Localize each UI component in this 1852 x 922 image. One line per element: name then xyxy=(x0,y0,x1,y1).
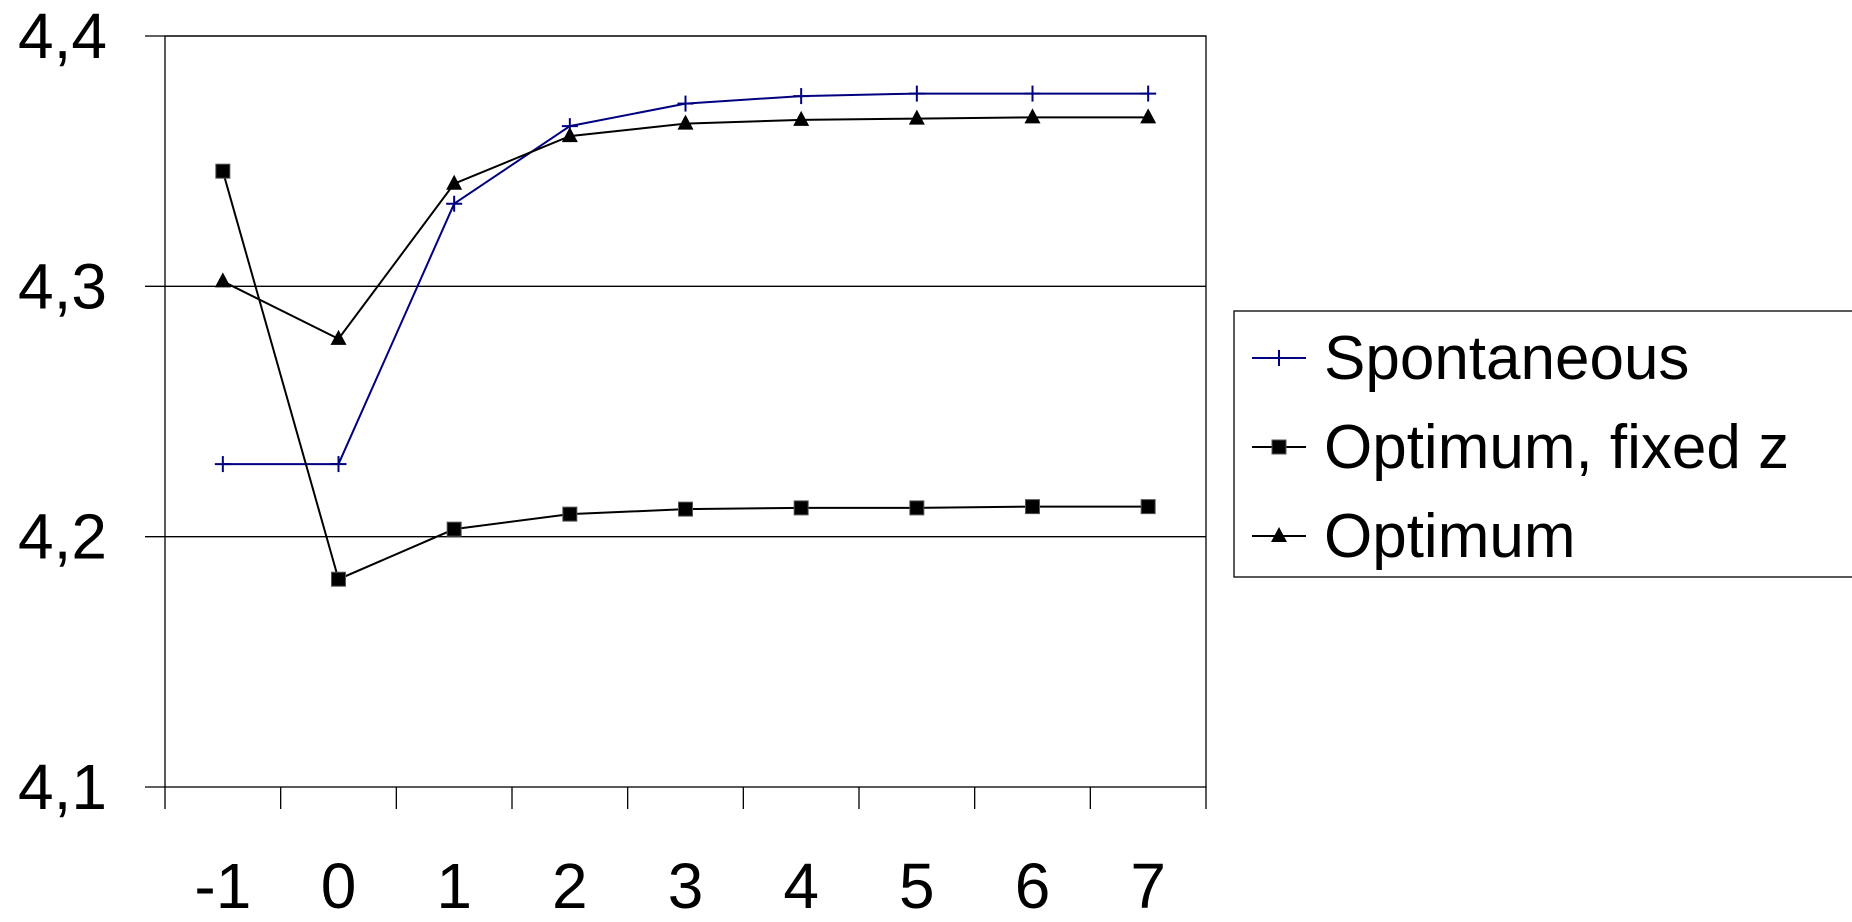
data-point xyxy=(1024,85,1041,102)
legend-item: Optimum xyxy=(1252,502,1575,571)
data-point xyxy=(331,571,346,587)
x-tick-labels: -1 0 1 2 3 4 5 6 7 xyxy=(194,850,1166,922)
series-plus xyxy=(214,85,1157,473)
data-point xyxy=(214,272,231,288)
series-square xyxy=(215,163,1156,587)
legend-label: Spontaneous xyxy=(1324,324,1689,393)
x-tick-label: 3 xyxy=(668,850,704,917)
data-point xyxy=(446,195,463,212)
x-tick-label: 2 xyxy=(552,850,588,917)
legend-marker xyxy=(1271,439,1287,455)
data-point xyxy=(1140,85,1157,102)
x-tick-label: 4 xyxy=(783,850,819,917)
data-point xyxy=(1025,499,1040,515)
y-tick-label: 4,4 xyxy=(18,0,107,72)
data-point xyxy=(215,163,231,179)
data-point xyxy=(562,506,578,522)
series-line xyxy=(222,92,1149,466)
data-point xyxy=(330,456,347,473)
legend-marker xyxy=(1271,350,1287,366)
data-point xyxy=(1140,499,1156,515)
series-group xyxy=(214,85,1157,587)
data-point xyxy=(677,114,694,130)
y-tick-labels: 4,1 4,2 4,3 4,4 xyxy=(18,0,107,823)
data-point xyxy=(908,85,925,102)
series-line xyxy=(222,116,1149,341)
plot-frame xyxy=(164,35,1207,788)
data-point xyxy=(214,456,231,473)
y-tick-label: 4,2 xyxy=(18,501,107,573)
data-point xyxy=(446,174,463,190)
data-point xyxy=(446,521,462,537)
data-point xyxy=(908,109,925,125)
x-tick-label: 1 xyxy=(436,850,472,917)
data-point xyxy=(1140,108,1157,124)
y-tick-label: 4,1 xyxy=(18,751,107,823)
data-point xyxy=(1024,108,1041,124)
x-tick-label: -1 xyxy=(194,850,251,917)
data-point xyxy=(793,110,810,126)
legend-box xyxy=(1233,310,1852,578)
x-tick-label: 7 xyxy=(1130,850,1166,917)
axes xyxy=(145,35,1207,809)
series-line xyxy=(221,170,1149,581)
series-triangle xyxy=(214,108,1157,345)
x-tick-label: 0 xyxy=(321,850,357,917)
data-point xyxy=(561,127,578,143)
legend-item: Spontaneous xyxy=(1252,324,1689,393)
y-tick-label: 4,3 xyxy=(18,250,107,322)
data-point xyxy=(677,95,694,112)
x-tick-label: 6 xyxy=(1015,850,1051,917)
data-point xyxy=(678,501,693,517)
legend-label: Optimum, fixed z xyxy=(1324,413,1789,482)
data-point xyxy=(793,88,810,105)
legend: Spontaneous Optimum, fixed z Optimum xyxy=(1233,310,1852,578)
legend-label: Optimum xyxy=(1324,502,1575,571)
x-tick-label: 5 xyxy=(899,850,935,917)
legend-marker xyxy=(1271,527,1287,542)
data-point xyxy=(330,329,347,345)
data-point xyxy=(793,500,809,516)
data-point xyxy=(909,500,925,516)
legend-item: Optimum, fixed z xyxy=(1252,413,1789,482)
